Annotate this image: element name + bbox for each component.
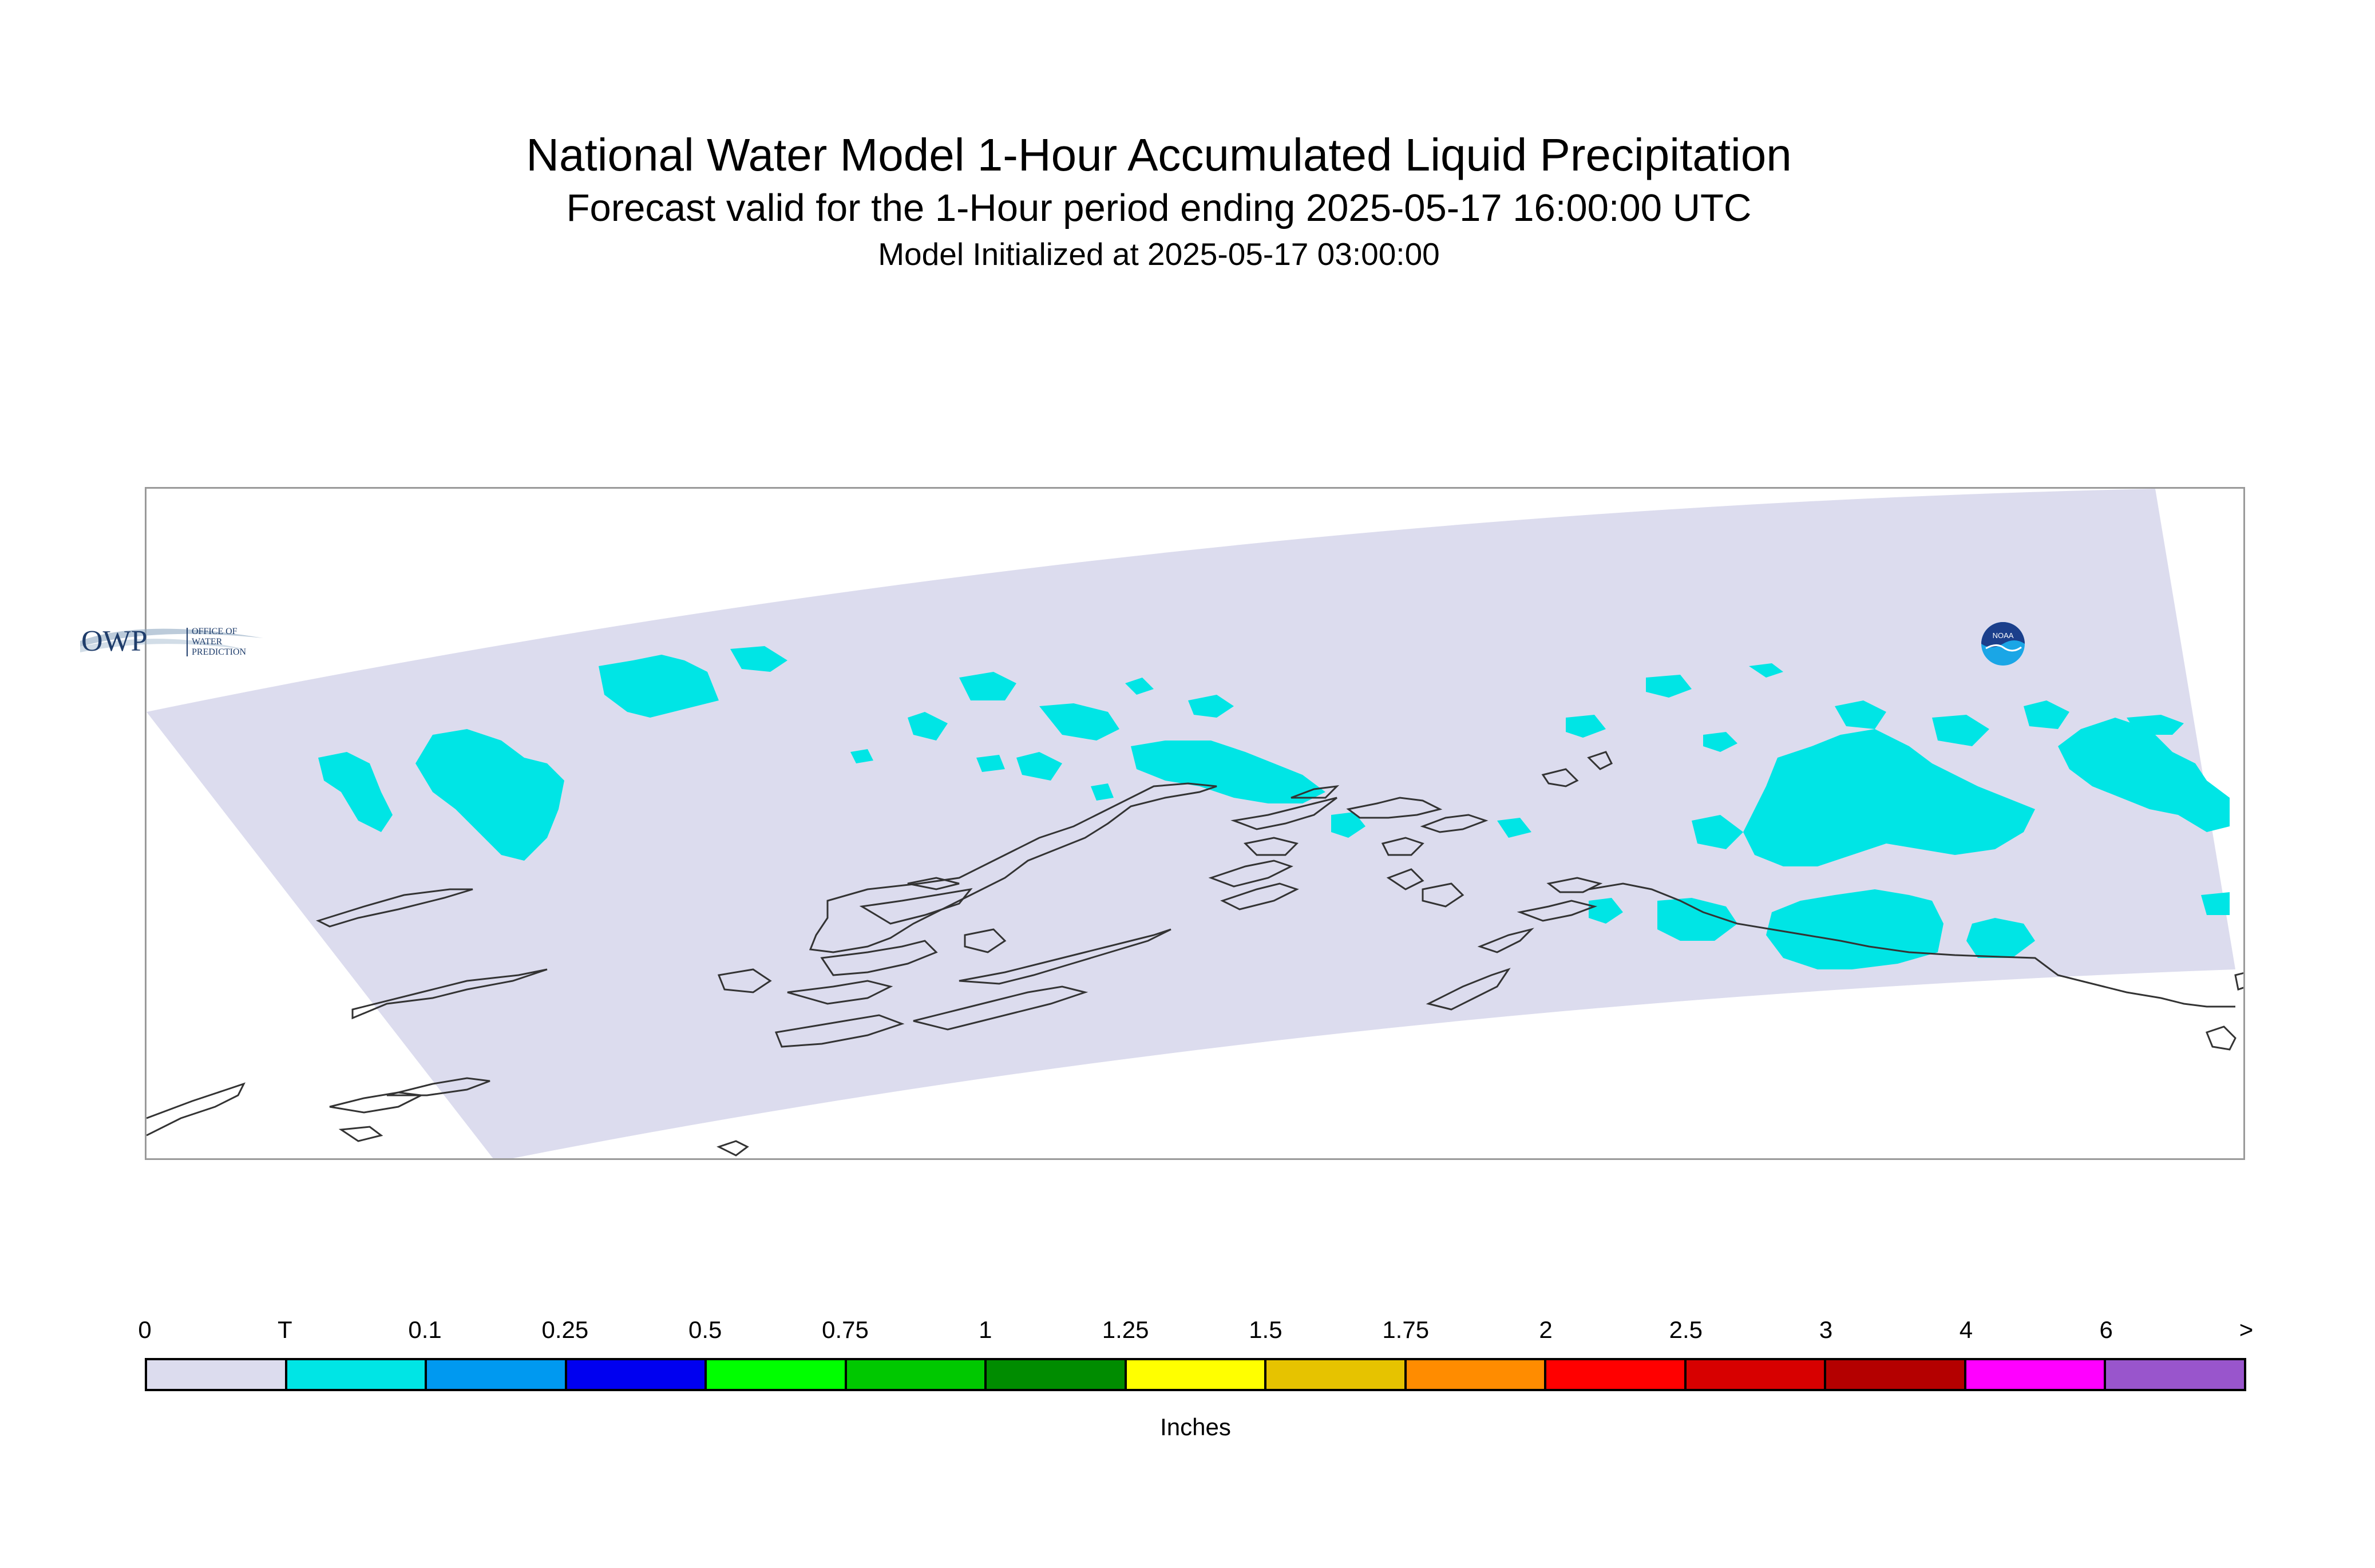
legend-tick-label: 2 bbox=[1539, 1316, 1553, 1343]
legend-swatch bbox=[1266, 1360, 1407, 1389]
legend-swatch bbox=[1126, 1360, 1267, 1389]
legend-swatch bbox=[1546, 1360, 1687, 1389]
legend-tick-label: T bbox=[277, 1316, 292, 1343]
legend-swatch bbox=[147, 1360, 287, 1389]
legend-tick-label: 0 bbox=[138, 1316, 152, 1343]
legend-swatch bbox=[287, 1360, 428, 1389]
legend-tick-label: 0.5 bbox=[688, 1316, 722, 1343]
precip-color-legend: 0 T 0.1 0.25 0.5 0.75 1 1.25 1.5 1.75 2 2.5 3 4 6 > Inc… bbox=[138, 1316, 2253, 1440]
model-init-time: Model Initialized at 2025-05-17 03:00:00 bbox=[878, 236, 1440, 272]
legend-tick-label: > bbox=[2239, 1316, 2254, 1343]
precip-trace-areas bbox=[318, 646, 2230, 969]
legend-swatch bbox=[1826, 1360, 1966, 1389]
map-subtitle: Forecast valid for the 1-Hour period end… bbox=[566, 187, 1752, 229]
legend-tick-label: 1.5 bbox=[1249, 1316, 1282, 1343]
svg-text:WATER: WATER bbox=[192, 637, 223, 647]
legend-tick-label: 0.1 bbox=[408, 1316, 442, 1343]
legend-units-label: Inches bbox=[1160, 1413, 1231, 1440]
legend-swatch bbox=[427, 1360, 567, 1389]
svg-text:NOAA: NOAA bbox=[1993, 631, 2014, 640]
legend-tick-label: 1 bbox=[979, 1316, 992, 1343]
legend-tick-label: 2.5 bbox=[1669, 1316, 1703, 1343]
legend-swatch bbox=[2106, 1360, 2244, 1389]
legend-tick-label: 0.75 bbox=[822, 1316, 869, 1343]
owp-abbrev: OWP bbox=[81, 625, 148, 658]
owp-logo: OWP OFFICE OF WATER PREDICTION bbox=[74, 615, 269, 661]
legend-swatch bbox=[1686, 1360, 1827, 1389]
precipitation-map bbox=[145, 487, 2245, 1160]
legend-tick-label: 1.25 bbox=[1102, 1316, 1149, 1343]
legend-swatch bbox=[567, 1360, 707, 1389]
svg-text:OFFICE OF: OFFICE OF bbox=[192, 627, 238, 636]
legend-swatch bbox=[707, 1360, 847, 1389]
legend-tick-label: 1.75 bbox=[1382, 1316, 1430, 1343]
noaa-logo: NOAA bbox=[1980, 621, 2026, 667]
legend-tick-label: 0.25 bbox=[541, 1316, 589, 1343]
legend-color-bar bbox=[145, 1358, 2246, 1391]
legend-tick-label: 3 bbox=[1819, 1316, 1833, 1343]
map-title: National Water Model 1-Hour Accumulated … bbox=[526, 129, 1792, 180]
outside-domain bbox=[2235, 969, 2243, 1158]
legend-swatch bbox=[846, 1360, 987, 1389]
legend-swatch bbox=[987, 1360, 1127, 1389]
legend-swatch bbox=[1966, 1360, 2107, 1389]
model-domain bbox=[147, 489, 2235, 1158]
coastlines bbox=[147, 751, 2243, 1157]
legend-swatch bbox=[1406, 1360, 1547, 1389]
legend-tick-label: 4 bbox=[1959, 1316, 1973, 1343]
svg-text:PREDICTION: PREDICTION bbox=[192, 647, 247, 657]
legend-tick-label: 6 bbox=[2099, 1316, 2113, 1343]
